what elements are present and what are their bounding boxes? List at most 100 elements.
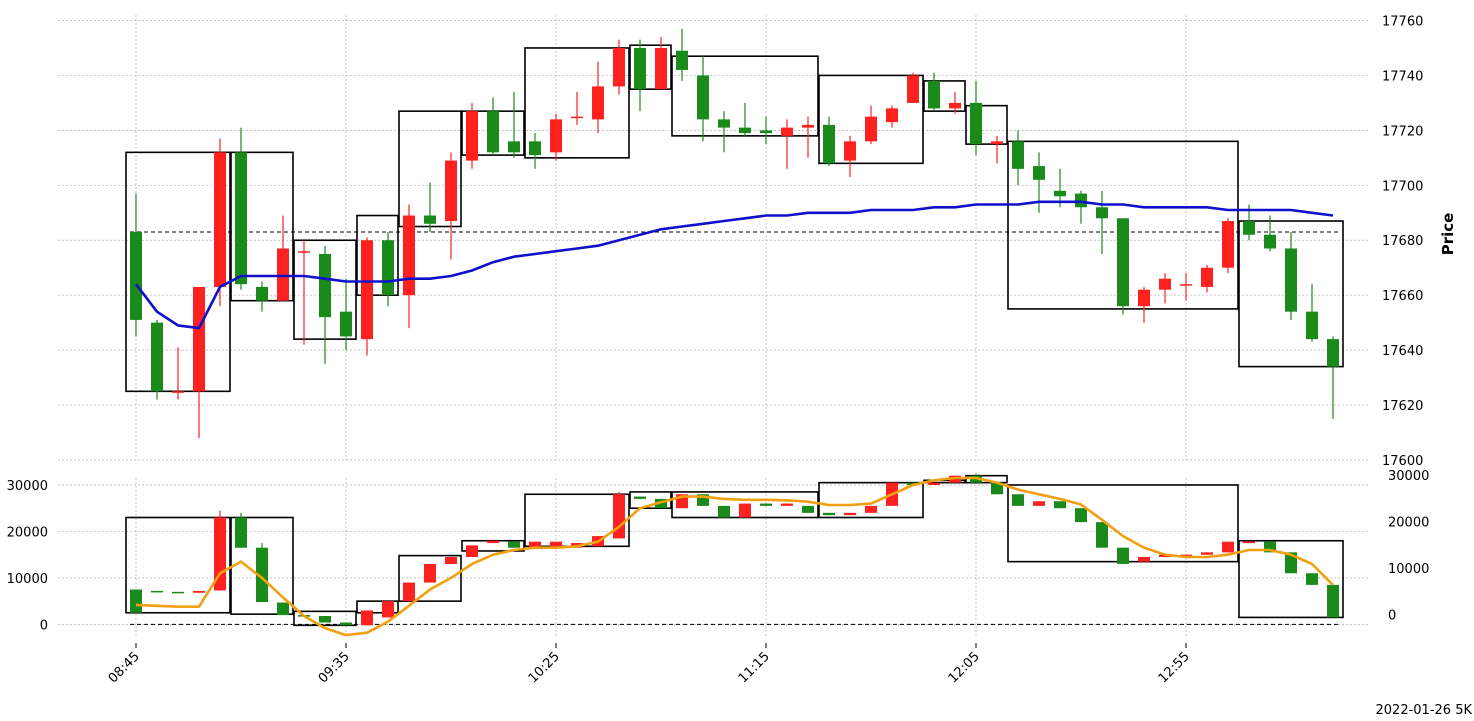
price-candle-body bbox=[802, 124, 814, 128]
x-tick-label: 08:45 bbox=[106, 649, 143, 686]
date-stamp: 2022-01-26 5K bbox=[1375, 703, 1472, 718]
price-candle-body bbox=[298, 251, 310, 253]
volume-candle-body bbox=[1327, 584, 1339, 618]
volume-candle-body bbox=[655, 498, 667, 509]
price-tick-label: 17740 bbox=[1382, 69, 1423, 84]
price-candle-body bbox=[718, 119, 730, 128]
price-candle-body bbox=[1327, 339, 1339, 367]
price-axis-label: Price bbox=[1439, 213, 1457, 256]
price-tick-label: 17680 bbox=[1382, 234, 1423, 249]
price-candle-body bbox=[697, 75, 709, 120]
price-candle-body bbox=[1075, 193, 1087, 208]
volume-candle-body bbox=[1012, 494, 1024, 506]
price-candle-body bbox=[928, 80, 940, 109]
volume-range-box bbox=[398, 554, 462, 602]
x-tick-label: 09:35 bbox=[316, 649, 353, 686]
price-candle-body bbox=[529, 141, 541, 156]
volume-range-box bbox=[1238, 539, 1344, 619]
price-tick-label: 17600 bbox=[1382, 454, 1423, 469]
price-candle-body bbox=[1222, 221, 1234, 268]
price-candle-body bbox=[844, 141, 856, 161]
candles bbox=[130, 28, 1339, 626]
price-candle-body bbox=[991, 141, 1003, 145]
price-candle-body bbox=[823, 124, 835, 164]
price-range-box bbox=[923, 80, 966, 112]
volume-candle-body bbox=[1075, 508, 1087, 523]
price-candle-body bbox=[1243, 221, 1255, 235]
volume-candle-body bbox=[1201, 552, 1213, 555]
price-candle-body bbox=[739, 127, 751, 134]
volume-candle-body bbox=[718, 505, 730, 518]
price-candle-body bbox=[1033, 166, 1045, 180]
moving-average-lines bbox=[134, 200, 1334, 637]
volume-candle-body bbox=[550, 541, 562, 548]
price-candle-body bbox=[865, 116, 877, 142]
price-candle-body bbox=[382, 240, 394, 296]
volume-candle-body bbox=[193, 590, 205, 593]
volume-candle-body bbox=[991, 482, 1003, 495]
volume-candle-body bbox=[1117, 547, 1129, 564]
volume-range-box bbox=[293, 610, 357, 627]
volume-tick-label-right: 30000 bbox=[1388, 469, 1429, 484]
volume-candle-body bbox=[1306, 573, 1318, 585]
price-ma-line bbox=[134, 200, 1334, 330]
volume-tick-label-right: 10000 bbox=[1388, 562, 1429, 577]
price-candle-body bbox=[1306, 311, 1318, 340]
price-candle-body bbox=[172, 391, 184, 393]
volume-candle-body bbox=[445, 557, 457, 564]
volume-candle-body bbox=[760, 503, 772, 506]
volume-candle-body bbox=[781, 503, 793, 506]
volume-candle-body bbox=[487, 540, 499, 544]
price-candle-body bbox=[1264, 234, 1276, 249]
x-tick-label: 10:25 bbox=[526, 649, 563, 686]
price-candle-body bbox=[760, 130, 772, 134]
volume-candle-body bbox=[823, 512, 835, 516]
volume-tick-label-left: 20000 bbox=[7, 525, 48, 540]
volume-tick-label-left: 10000 bbox=[7, 572, 48, 587]
price-candle-body bbox=[130, 232, 142, 320]
price-candle-body bbox=[655, 47, 667, 90]
price-candle-body bbox=[403, 215, 415, 296]
price-candle-body bbox=[277, 248, 289, 301]
price-candle-body bbox=[214, 152, 226, 287]
price-candle-body bbox=[1159, 278, 1171, 290]
volume-candle-body bbox=[529, 541, 541, 548]
volume-candle-body bbox=[1033, 501, 1045, 506]
range-boxes bbox=[125, 44, 1344, 627]
volume-candle-body bbox=[634, 496, 646, 499]
volume-range-box bbox=[818, 481, 924, 519]
volume-candle-body bbox=[319, 616, 331, 623]
price-candle-body bbox=[235, 152, 247, 285]
price-candle-body bbox=[886, 108, 898, 123]
volume-candle-body bbox=[424, 563, 436, 583]
volume-candle-body bbox=[697, 494, 709, 506]
volume-candle-body bbox=[508, 541, 520, 548]
price-candle-body bbox=[1117, 218, 1129, 307]
volume-tick-label-left: 0 bbox=[40, 618, 48, 633]
volume-candle-body bbox=[613, 494, 625, 539]
price-tick-label: 17720 bbox=[1382, 124, 1423, 139]
price-range-box bbox=[818, 74, 924, 165]
price-tick-label: 17760 bbox=[1382, 14, 1423, 29]
price-tick-label: 17660 bbox=[1382, 289, 1423, 304]
x-tick-label: 11:15 bbox=[736, 649, 773, 686]
volume-candle-body bbox=[928, 482, 940, 485]
volume-candle-body bbox=[802, 505, 814, 513]
price-candle-body bbox=[466, 111, 478, 161]
volume-tick-label-left: 30000 bbox=[7, 479, 48, 494]
volume-ma-line bbox=[135, 476, 1334, 637]
price-candle-body bbox=[256, 286, 268, 301]
price-candle-body bbox=[1054, 190, 1066, 197]
price-candle-body bbox=[592, 86, 604, 120]
volume-candle-body bbox=[277, 602, 289, 616]
price-range-box bbox=[524, 47, 630, 159]
volume-candle-body bbox=[172, 591, 184, 594]
price-tick-label: 17700 bbox=[1382, 179, 1423, 194]
grid bbox=[58, 15, 1368, 636]
volume-candle-body bbox=[403, 582, 415, 602]
price-candle-body bbox=[1096, 207, 1108, 219]
volume-candle-body bbox=[1222, 541, 1234, 553]
price-range-box bbox=[1238, 220, 1344, 368]
volume-candle-body bbox=[361, 610, 373, 626]
